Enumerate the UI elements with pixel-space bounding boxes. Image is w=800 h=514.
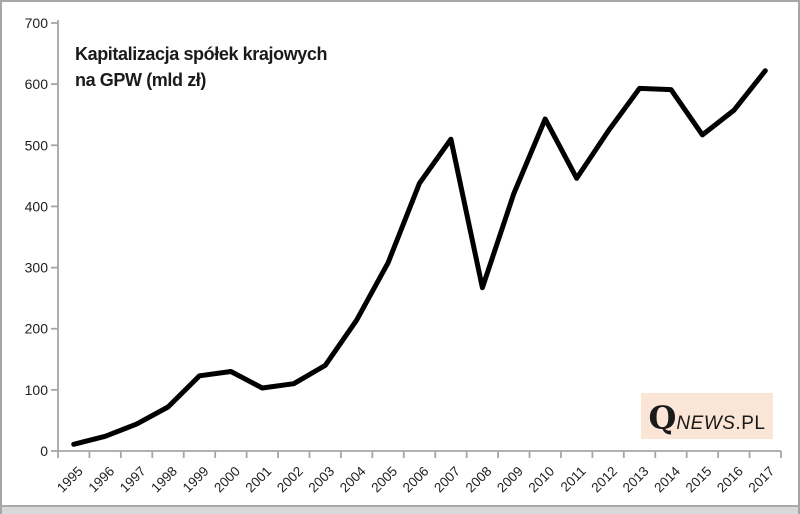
qnews-logo-q: Q — [648, 399, 677, 437]
x-tick-label: 2006 — [400, 464, 432, 496]
qnews-logo-news: NEWS — [676, 413, 736, 434]
x-tick-label: 2015 — [683, 464, 715, 496]
y-tick-label: 500 — [25, 137, 49, 153]
bottom-border-bar — [2, 505, 798, 514]
x-tick-label: 1995 — [54, 464, 86, 496]
x-tick-label: 2010 — [525, 464, 557, 496]
x-tick-label: 2004 — [337, 463, 369, 495]
y-tick-labels: 0 100 200 300 400 500 600 700 — [25, 15, 49, 459]
chart-title-line-2: na GPW (mld zł) — [75, 70, 206, 90]
y-tick-label: 400 — [25, 198, 49, 214]
axes — [51, 20, 782, 458]
data-line-capitalization — [71, 68, 768, 447]
x-tick-label: 2016 — [714, 464, 746, 496]
x-tick-label: 2012 — [588, 464, 620, 496]
x-tick-label: 2014 — [651, 463, 683, 495]
y-tick-label: 0 — [40, 443, 48, 459]
x-tick-label: 2013 — [620, 464, 652, 496]
x-tick-label: 2011 — [558, 464, 589, 495]
x-tick-label: 2000 — [211, 464, 243, 496]
y-tick-label: 300 — [25, 260, 49, 276]
y-tick-label: 600 — [25, 76, 49, 92]
qnews-logo-text: Q NEWS .PL — [649, 402, 766, 435]
x-tick-label: 1999 — [180, 464, 212, 496]
y-tick-label: 200 — [25, 321, 49, 337]
x-tick-label: 2002 — [274, 464, 306, 496]
x-tick-label: 2005 — [368, 464, 400, 496]
x-tick-label: 2009 — [494, 464, 526, 496]
x-tick-labels: 1995 1996 1997 1998 1999 2000 2001 2002 2003 2004… — [54, 463, 777, 495]
x-tick-label: 2001 — [243, 464, 275, 496]
x-tick-label: 2007 — [431, 464, 463, 496]
x-tick-label: 1996 — [85, 464, 117, 496]
qnews-logo-pl: .PL — [735, 413, 766, 434]
x-tick-label: 1997 — [117, 464, 149, 496]
x-tick-label: 2017 — [746, 464, 778, 496]
x-tick-label: 2003 — [305, 464, 337, 496]
x-tick-label: 2008 — [463, 464, 495, 496]
y-tick-label: 700 — [25, 15, 49, 31]
chart-title: Kapitalizacja spółek krajowych na GPW (m… — [75, 41, 328, 93]
qnews-logo: Q NEWS .PL — [641, 393, 773, 439]
y-tick-label: 100 — [25, 382, 49, 398]
x-tick-label: 1998 — [148, 464, 180, 496]
chart-title-line-1: Kapitalizacja spółek krajowych — [75, 44, 328, 64]
